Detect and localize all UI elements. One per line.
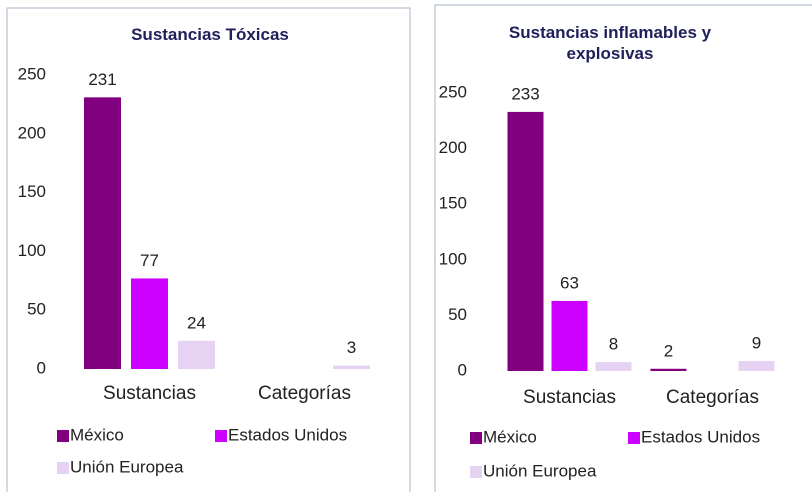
data-label: 24 (187, 313, 206, 332)
y-tick-label: 150 (439, 194, 467, 213)
y-tick-label: 0 (37, 358, 46, 377)
chart-title: Sustancias inflamables y explosivas (508, 23, 712, 63)
y-tick-label: 250 (18, 64, 46, 83)
legend-swatch (628, 432, 640, 444)
legend-label: Estados Unidos (228, 425, 347, 444)
y-tick-label: 150 (18, 182, 46, 201)
bar (595, 362, 632, 371)
legend-swatch (470, 432, 482, 444)
legend-swatch (57, 430, 69, 442)
x-tick-label: Sustancias (103, 383, 196, 404)
data-label: 63 (560, 273, 579, 292)
y-tick-label: 50 (27, 300, 46, 319)
bar (178, 340, 215, 369)
data-label: 8 (609, 335, 618, 354)
legend-swatch (215, 430, 227, 442)
chart-title: Sustancias Tóxicas (131, 25, 289, 44)
y-tick-label: 50 (448, 305, 467, 324)
bar (507, 111, 544, 372)
panel-border (6, 7, 411, 492)
bar (551, 300, 588, 371)
data-label: 3 (347, 338, 356, 357)
y-tick-label: 250 (439, 82, 467, 101)
panel-border (434, 4, 812, 492)
bar (650, 368, 687, 371)
legend-swatch (470, 466, 482, 478)
data-label: 233 (511, 84, 539, 103)
x-tick-label: Categorías (666, 387, 759, 408)
data-label: 2 (664, 341, 673, 360)
bar (131, 278, 168, 369)
bar (333, 365, 370, 369)
x-tick-label: Sustancias (523, 387, 616, 408)
legend-label: Unión Europea (70, 457, 184, 476)
bar (84, 97, 121, 370)
y-tick-label: 200 (18, 123, 46, 142)
legend-label: México (483, 427, 537, 446)
y-tick-label: 100 (439, 249, 467, 268)
x-tick-label: Categorías (258, 383, 351, 404)
legend-label: Unión Europea (483, 461, 597, 480)
data-label: 9 (752, 333, 761, 352)
y-tick-label: 200 (439, 138, 467, 157)
y-tick-label: 100 (18, 241, 46, 260)
bar (738, 360, 775, 371)
legend-swatch (57, 462, 69, 474)
legend-label: México (70, 425, 124, 444)
data-label: 77 (140, 251, 159, 270)
data-label: 231 (88, 70, 116, 89)
y-tick-label: 0 (458, 360, 467, 379)
legend-label: Estados Unidos (641, 427, 760, 446)
